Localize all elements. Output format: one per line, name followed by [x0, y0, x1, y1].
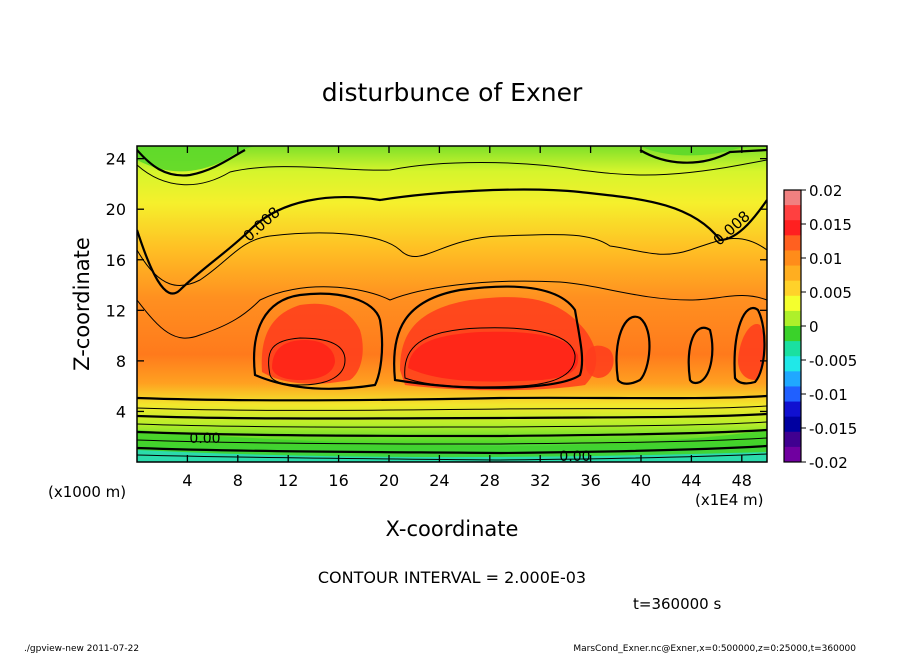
- plot-frame: [136, 145, 768, 463]
- y-tick-label: 24: [106, 150, 126, 169]
- y-axis-ticks: 4 8 12 16 20 24: [106, 150, 767, 421]
- colorbar-swatch: [784, 326, 801, 342]
- colorbar-tick-label: 0.015: [809, 216, 852, 234]
- x-tick-label: 20: [379, 471, 399, 490]
- contour-line: [137, 444, 767, 455]
- contour-label: 0.00: [189, 431, 220, 447]
- x-tick-label: 24: [429, 471, 449, 490]
- x-axis-unit: (x1E4 m): [695, 491, 764, 509]
- colorbar-tick-label: 0.005: [809, 284, 852, 302]
- deep-red-left: [272, 340, 335, 380]
- x-tick-label: 32: [530, 471, 550, 490]
- contour-line: [137, 188, 767, 295]
- colorbar-tick-label: -0.01: [809, 386, 848, 404]
- x-tick-label: 28: [480, 471, 500, 490]
- contour-line: [137, 428, 767, 438]
- x-axis-label: X-coordinate: [386, 517, 519, 541]
- colorbar-tick-label: 0: [809, 318, 819, 336]
- colorbar-tick-label: -0.02: [809, 454, 848, 472]
- y-tick-label: 4: [116, 402, 126, 421]
- red-blob-right-1: [585, 345, 614, 378]
- contour-interval-note: CONTOUR INTERVAL = 2.000E-03: [318, 568, 586, 587]
- colorbar-swatch: [784, 190, 801, 206]
- contour-line-inner: [253, 292, 384, 390]
- contour-line: [137, 453, 767, 461]
- time-note: t=360000 s: [633, 595, 721, 613]
- colorbar-swatch: [784, 265, 801, 282]
- colorbar-tick-label: -0.015: [809, 420, 857, 438]
- contour-line: [137, 405, 767, 411]
- colorbar-swatch: [784, 371, 801, 387]
- top-green-dip-right: [640, 146, 767, 156]
- y-axis-label: Z-coordinate: [70, 237, 94, 371]
- plot-area: 0.008 0.008 0.00 0.00: [136, 145, 768, 465]
- contour-line: [137, 412, 767, 420]
- contour-line: [137, 421, 767, 428]
- contour-line-inner: [615, 307, 766, 385]
- colorbar-swatch: [784, 235, 801, 251]
- colorbar-tick-label: -0.005: [809, 352, 857, 370]
- x-tick-label: 16: [328, 471, 348, 490]
- footer-right: MarsCond_Exner.nc@Exner,x=0:500000,z=0:2…: [573, 644, 856, 654]
- footer-left: ./gpview-new 2011-07-22: [24, 644, 139, 654]
- colorbar-tick-label: 0.02: [809, 182, 842, 200]
- red-blob-right-2: [738, 324, 765, 380]
- y-tick-label: 16: [106, 251, 126, 270]
- contour-lines: [137, 148, 767, 461]
- colorbar-tick-label: 0.01: [809, 250, 842, 268]
- contour-line: [137, 148, 767, 177]
- colorbar-swatch: [784, 446, 801, 463]
- x-tick-label: 36: [580, 471, 600, 490]
- colorbar-swatch: [784, 295, 801, 312]
- x-tick-label: 4: [182, 471, 192, 490]
- colorbar-swatch: [784, 386, 801, 403]
- top-green-dip: [137, 146, 260, 172]
- field-overlays: [137, 146, 767, 462]
- y-tick-label: 20: [106, 200, 126, 219]
- x-tick-label: 12: [278, 471, 298, 490]
- y-tick-label: 8: [116, 352, 126, 371]
- colorbar-swatch: [784, 401, 801, 418]
- contour-line: [137, 232, 767, 286]
- x-tick-label: 8: [233, 471, 243, 490]
- colorbar-swatch: [784, 416, 801, 433]
- x-axis-ticks: 4 8 12 16 20 24 28 32 36 40 44 48: [182, 146, 752, 490]
- x-tick-label: 40: [631, 471, 651, 490]
- contour-line: [137, 394, 767, 402]
- colorbar: 0.02 0.015 0.01 0.005 0 -0.005 -0.01 -0.015 -0.0…: [783, 182, 857, 472]
- colorbar-swatch: [784, 341, 801, 357]
- colorbar-swatch: [784, 220, 801, 236]
- x-tick-label: 44: [681, 471, 701, 490]
- contour-line: [137, 437, 767, 445]
- contour-label: 0.00: [559, 449, 590, 465]
- contour-line: [137, 280, 767, 339]
- colorbar-swatch: [784, 250, 801, 267]
- y-tick-label: 12: [106, 301, 126, 320]
- x-tick-label: 48: [732, 471, 752, 490]
- y-axis-unit: (x1000 m): [48, 483, 126, 501]
- contour-line: [137, 159, 767, 186]
- colorbar-swatch: [784, 205, 801, 221]
- colorbar-swatch: [784, 356, 801, 372]
- contour-line-inner: [268, 327, 576, 388]
- bottom-green-band: [137, 430, 767, 462]
- chart-title: disturbunce of Exner: [322, 78, 583, 107]
- deep-red-center: [408, 331, 579, 382]
- contour-line-inner: [393, 285, 584, 389]
- colorbar-swatch: [784, 431, 801, 448]
- colorbar-swatch: [784, 310, 801, 327]
- colorbar-swatch: [784, 280, 801, 297]
